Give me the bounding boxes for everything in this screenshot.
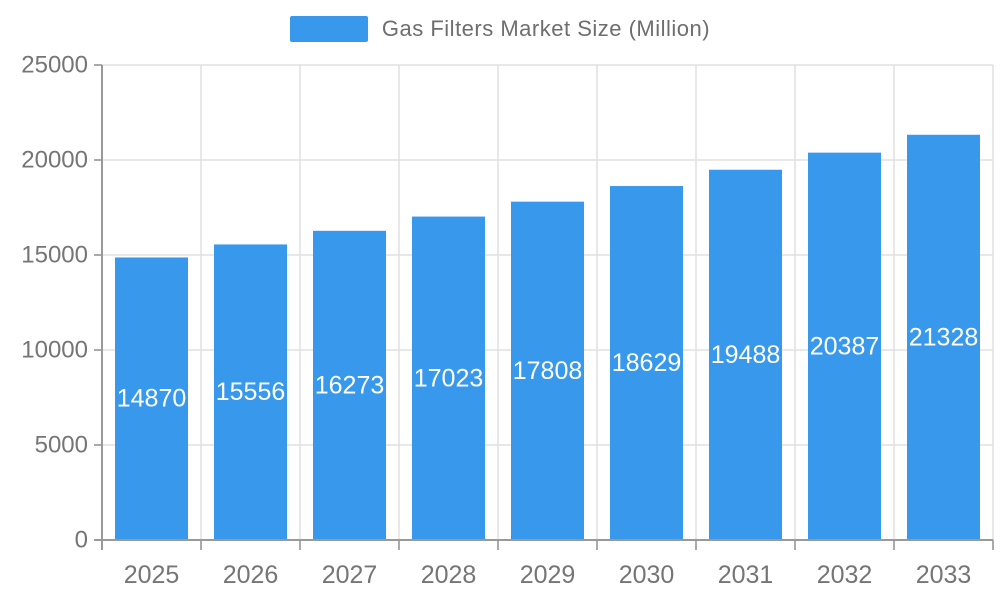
bar-value-label: 19488: [711, 341, 781, 369]
x-tick-label: 2033: [916, 561, 972, 589]
y-tick-label: 20000: [21, 147, 88, 174]
bar-value-label: 17023: [414, 364, 484, 392]
bar[interactable]: [907, 134, 980, 540]
x-tick-label: 2031: [718, 561, 774, 589]
y-tick-label: 10000: [21, 337, 88, 364]
x-tick-label: 2026: [223, 561, 279, 589]
x-tick-label: 2027: [322, 561, 378, 589]
bar[interactable]: [214, 244, 287, 540]
y-tick-label: 5000: [35, 432, 88, 459]
x-tick-label: 2030: [619, 561, 675, 589]
legend-label: Gas Filters Market Size (Million): [381, 16, 711, 41]
chart-legend[interactable]: Gas Filters Market Size (Million): [0, 16, 1000, 42]
bar[interactable]: [610, 186, 683, 540]
bar-value-label: 20387: [810, 332, 880, 360]
bar[interactable]: [313, 230, 386, 541]
bar[interactable]: [115, 257, 188, 540]
x-tick-label: 2025: [124, 561, 180, 589]
bar-value-label: 16273: [315, 371, 385, 399]
bar-value-label: 17808: [513, 357, 583, 385]
bar-value-label: 14870: [117, 385, 187, 413]
bar[interactable]: [709, 169, 782, 540]
bar[interactable]: [808, 152, 881, 540]
bar-value-label: 21328: [909, 323, 979, 351]
x-tick-label: 2029: [520, 561, 576, 589]
x-tick-label: 2028: [421, 561, 477, 589]
bar-value-label: 18629: [612, 349, 682, 377]
y-tick-label: 0: [75, 527, 88, 554]
bar-value-label: 15556: [216, 378, 286, 406]
y-tick-label: 15000: [21, 242, 88, 269]
bar[interactable]: [412, 216, 485, 541]
y-tick-label: 25000: [21, 52, 88, 79]
x-tick-label: 2032: [817, 561, 873, 589]
bar[interactable]: [511, 201, 584, 540]
legend-swatch: [289, 16, 368, 42]
